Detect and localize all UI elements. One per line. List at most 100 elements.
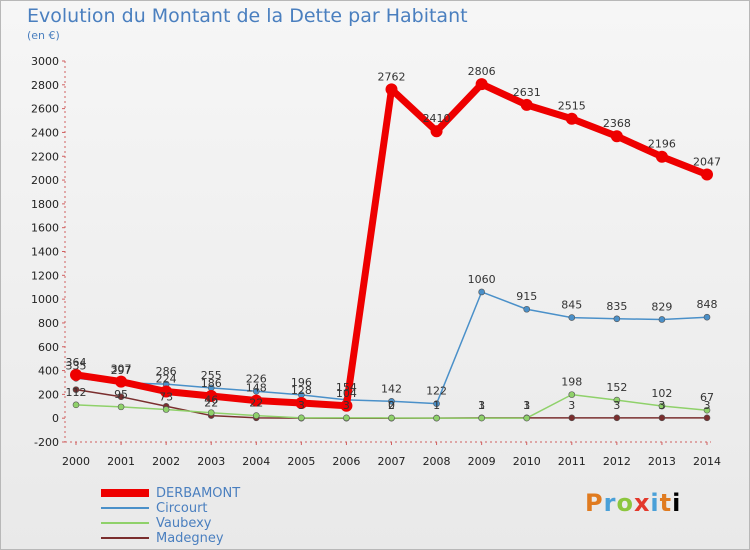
data-point-vaubexy [568, 391, 576, 398]
x-tick-label: 2012 [603, 455, 631, 468]
legend-swatch-vaubexy [101, 522, 149, 524]
legend-swatch-madegney [101, 537, 149, 539]
y-tick-label: 2600 [31, 103, 59, 116]
x-tick-label: 2008 [423, 455, 451, 468]
data-point-vaubexy [252, 412, 260, 419]
logo-letter: r [603, 489, 617, 517]
data-label-vaubexy: 22 [249, 397, 263, 410]
data-label-derbamont: 2806 [468, 65, 496, 78]
data-label-circourt: 829 [651, 300, 672, 313]
x-tick-label: 2011 [558, 455, 586, 468]
data-point-derbamont [520, 98, 533, 111]
data-label-madegney: 3 [523, 399, 530, 412]
data-label-derbamont: 2196 [648, 138, 676, 151]
logo-letter: x [633, 489, 651, 517]
data-point-vaubexy [343, 414, 350, 422]
data-point-madegney [117, 393, 125, 401]
logo-letter: i [672, 489, 682, 517]
data-label-derbamont: 104 [336, 387, 357, 400]
data-point-circourt [523, 305, 531, 313]
x-tick-label: 2007 [378, 455, 406, 468]
data-label-circourt: 255 [201, 369, 222, 382]
data-label-derbamont: 2047 [693, 155, 721, 168]
legend-item-circourt: Circourt [101, 501, 401, 516]
data-label-madegney: 0 [388, 399, 395, 412]
y-tick-label: 200 [38, 388, 59, 401]
data-label-circourt: 335 [66, 359, 87, 372]
data-label-madegney: 3 [658, 399, 665, 412]
y-tick-label: 1800 [31, 198, 59, 211]
y-tick-label: 1400 [31, 246, 59, 259]
data-label-circourt: 154 [336, 381, 357, 394]
x-tick-label: 2006 [332, 455, 360, 468]
x-tick-label: 2014 [693, 455, 721, 468]
y-tick-label: 2200 [31, 150, 59, 163]
data-label-madegney: 3 [613, 399, 620, 412]
data-label-derbamont: 186 [201, 377, 222, 390]
data-point-derbamont [655, 150, 668, 163]
data-label-derbamont: 2410 [423, 112, 451, 125]
x-tick-label: 2004 [242, 455, 270, 468]
data-label-derbamont: 307 [111, 363, 132, 376]
data-point-derbamont [610, 130, 623, 143]
legend-swatch-circourt [101, 507, 149, 509]
data-label-derbamont: 148 [246, 382, 267, 395]
y-tick-label: 2800 [31, 79, 59, 92]
y-tick-label: 0 [52, 412, 59, 425]
data-point-vaubexy [658, 402, 666, 410]
data-point-vaubexy [703, 406, 711, 414]
data-point-vaubexy [388, 414, 395, 422]
legend-label-madegney: Madegney [156, 531, 224, 546]
legend-item-madegney: Madegney [101, 531, 401, 546]
chart-subtitle: (en €) [27, 29, 60, 42]
data-point-vaubexy [117, 403, 125, 411]
data-label-vaubexy: 3 [343, 399, 350, 412]
y-tick-label: 600 [38, 341, 59, 354]
data-point-vaubexy [207, 409, 215, 417]
y-tick-label: 3000 [31, 55, 59, 68]
x-tick-label: 2000 [62, 455, 90, 468]
y-tick-label: 2400 [31, 126, 59, 139]
data-label-circourt: 226 [246, 372, 267, 385]
legend-swatch-derbamont [101, 489, 149, 497]
data-point-derbamont [205, 390, 218, 403]
y-tick-label: 800 [38, 317, 59, 330]
data-label-vaubexy: 1 [523, 399, 530, 412]
data-point-circourt [252, 387, 260, 395]
data-label-circourt: 297 [111, 364, 132, 377]
x-tick-label: 2001 [107, 455, 135, 468]
data-point-derbamont [475, 78, 488, 91]
data-point-derbamont [115, 375, 128, 388]
data-label-circourt: 835 [606, 300, 627, 313]
data-point-derbamont [250, 394, 263, 407]
data-label-vaubexy: 67 [700, 391, 714, 404]
logo-letter: i [650, 489, 660, 517]
data-label-derbamont: 2762 [378, 70, 406, 83]
data-point-derbamont [565, 112, 578, 125]
data-label-vaubexy: 1 [433, 399, 440, 412]
data-label-derbamont: 224 [156, 373, 177, 386]
x-tick-label: 2003 [197, 455, 225, 468]
y-tick-label: 400 [38, 365, 59, 378]
legend-label-derbamont: DERBAMONT [156, 486, 241, 501]
data-point-vaubexy [433, 414, 440, 422]
data-point-circourt [568, 314, 576, 321]
data-label-madegney: 22 [204, 397, 218, 410]
data-label-madegney: 3 [704, 399, 711, 412]
legend-label-vaubexy: Vaubexy [156, 516, 212, 531]
data-point-madegney [72, 386, 80, 393]
proxiti-logo: Proxiti [585, 489, 681, 517]
x-tick-label: 2010 [513, 455, 541, 468]
data-point-madegney [568, 414, 576, 422]
data-label-vaubexy: 102 [651, 387, 672, 400]
data-label-vaubexy: 198 [561, 376, 582, 389]
legend-label-circourt: Circourt [156, 501, 208, 516]
data-point-derbamont [385, 83, 398, 96]
data-point-vaubexy [523, 414, 531, 422]
data-point-circourt [613, 315, 621, 323]
data-label-vaubexy: 3 [298, 399, 305, 412]
data-point-circourt [433, 400, 440, 407]
data-label-circourt: 848 [697, 298, 718, 311]
